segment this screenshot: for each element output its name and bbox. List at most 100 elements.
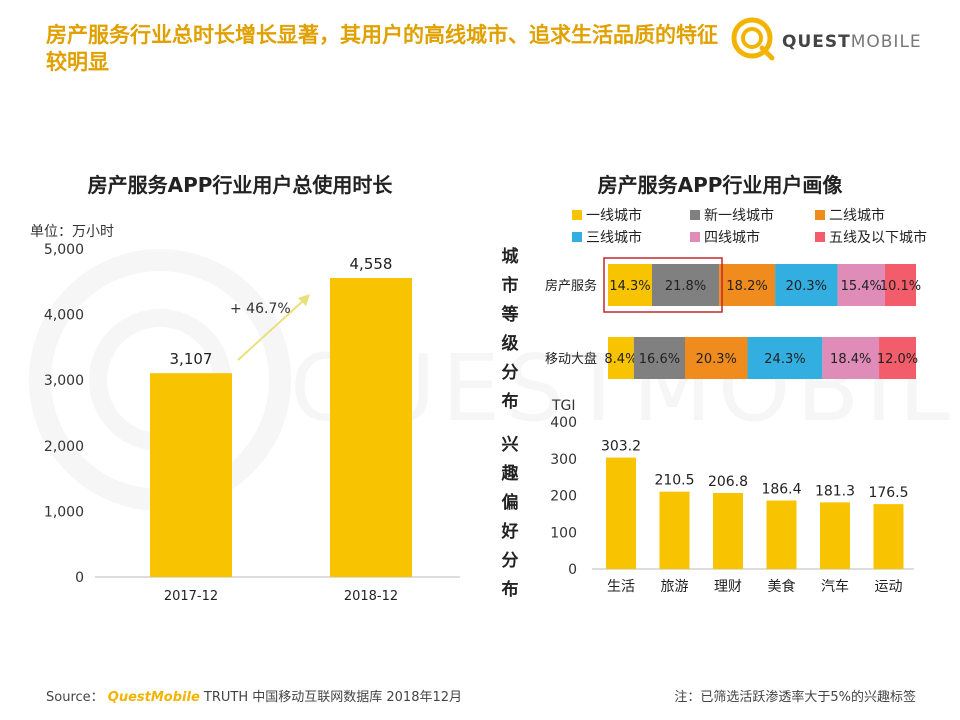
left-bar-value-label: 4,558 [350, 255, 393, 273]
stack-segment [837, 264, 885, 306]
left-ytick-label: 2,000 [44, 439, 84, 455]
tgi-x-tick-label: 旅游 [661, 579, 689, 595]
source-prefix: Source： [46, 690, 104, 705]
stack-segment [685, 337, 748, 379]
legend-swatch [572, 210, 582, 220]
watermark: QUESTMOBILE [29, 249, 960, 511]
source-rest: TRUTH 中国移动互联网数据库 2018年12月 [199, 690, 463, 705]
left-bar-chart: 房产服务APP行业用户总使用时长 单位：万小时 0 1,000 2,000 3,000… [30, 173, 460, 604]
page-headline: 房产服务行业总时长增长显著，其用户的高线城市、追求生活品质的特征较明显 [46, 23, 718, 74]
stack-segment-label: 14.3% [609, 279, 650, 294]
tgi-x-tick-label: 运动 [875, 579, 903, 595]
growth-arrow [237, 294, 310, 361]
right-chart-title: 房产服务APP行业用户画像 [598, 173, 844, 197]
tgi-ytick-label: 200 [550, 489, 577, 505]
legend-label: 一线城市 [586, 207, 642, 224]
stack-segment [608, 264, 652, 306]
stack-segment [822, 337, 880, 379]
tgi-bar [820, 502, 850, 569]
stack-segment [747, 337, 823, 379]
tgi-bar [766, 500, 797, 569]
middle-labels: 城市等级分布 兴趣偏好分布 [501, 247, 520, 600]
stack-segment [775, 264, 838, 306]
legend-label: 新一线城市 [704, 207, 774, 224]
stack-segment [633, 337, 685, 379]
logo-wordmark: QUESTMOBILE [782, 32, 922, 52]
growth-label: + 46.7% [230, 301, 291, 317]
tgi-bar [606, 457, 636, 569]
tgi-x-tick-label: 生活 [607, 579, 635, 595]
stack-segment-label: 21.8% [665, 279, 706, 294]
stack-segment-label: 15.4% [841, 279, 882, 294]
left-ytick-label: 3,000 [44, 373, 84, 389]
interest-label: 兴趣偏好分布 [501, 435, 520, 600]
tgi-bar [873, 504, 904, 569]
legend-label: 五线及以下城市 [829, 229, 927, 246]
logo-word-quest: QUEST [782, 32, 851, 52]
tgi-bar [659, 491, 690, 569]
stack-row-label: 移动大盘 [545, 351, 597, 367]
watermark-text: QUESTMOBILE [290, 335, 960, 442]
tgi-ytick-label: 300 [550, 452, 577, 468]
legend-swatch [815, 210, 825, 220]
stack-segment-label: 8.4% [604, 352, 637, 367]
left-bar [150, 373, 232, 577]
city-tier-label: 城市等级分布 [502, 247, 519, 412]
left-ytick-label: 1,000 [44, 504, 84, 520]
tgi-ytick-label: 400 [550, 415, 577, 431]
left-ytick-label: 4,000 [44, 308, 84, 324]
left-chart-units: 单位：万小时 [30, 224, 114, 240]
tgi-bar [713, 493, 743, 569]
logo-mark-icon [731, 17, 775, 61]
tgi-axis-label: TGI [551, 398, 576, 414]
tgi-ytick-label: 100 [550, 525, 577, 541]
tgi-bar-value-label: 186.4 [761, 481, 801, 497]
legend-label: 三线城市 [586, 229, 642, 246]
left-bar [330, 277, 412, 577]
stack-segment [879, 337, 916, 379]
legend-label: 二线城市 [829, 207, 885, 224]
left-x-tick-label: 2017-12 [164, 589, 218, 604]
tgi-x-tick-label: 理财 [714, 579, 742, 595]
footer-note: 注：已筛选活跃渗透率大于5%的兴趣标签 [674, 690, 916, 705]
stack-segment-label: 12.0% [877, 352, 918, 367]
questmobile-logo: QUESTMOBILE [728, 14, 928, 66]
stack-segment-label: 20.3% [786, 279, 827, 294]
stack-segment-label: 20.3% [696, 352, 737, 367]
left-bar-value-label: 3,107 [170, 350, 213, 368]
stack-segment-label: 10.1% [880, 279, 921, 294]
stack-row-label: 房产服务 [545, 278, 597, 294]
legend-swatch [690, 210, 700, 220]
tgi-bar-value-label: 176.5 [868, 485, 908, 501]
tgi-bar-chart: TGI 0 100 200 300 400 303.2 210.5 206.8 186.4 18… [550, 398, 914, 595]
stack-segment-label: 18.2% [726, 279, 767, 294]
stack-segment [884, 264, 916, 306]
tgi-x-tick-label: 汽车 [821, 578, 849, 595]
tgi-x-tick-label: 美食 [768, 578, 796, 595]
stack-segment [652, 264, 720, 306]
tgi-bar-value-label: 303.2 [601, 439, 641, 455]
tgi-ytick-label: 0 [568, 562, 577, 578]
stack-segment-label: 16.6% [639, 352, 680, 367]
tgi-bar-value-label: 181.3 [815, 483, 855, 499]
legend-swatch [690, 232, 700, 242]
left-chart-title: 房产服务APP行业用户总使用时长 [88, 173, 394, 197]
left-ytick-label: 0 [75, 570, 84, 586]
footer-source: Source： QuestMobile TRUTH 中国移动互联网数据库 201… [46, 686, 462, 705]
left-ytick-label: 5,000 [44, 242, 84, 258]
tgi-bar-value-label: 210.5 [654, 473, 694, 489]
highlight-box [603, 257, 723, 313]
stack-segment-label: 24.3% [764, 352, 805, 367]
stack-segment [608, 337, 634, 379]
stack-segment [719, 264, 776, 306]
legend-swatch [815, 232, 825, 242]
stack-segment-label: 18.4% [830, 352, 871, 367]
legend-label: 四线城市 [704, 229, 760, 246]
source-brand: QuestMobile [107, 690, 200, 705]
tgi-bar-value-label: 206.8 [708, 474, 748, 490]
left-x-tick-label: 2018-12 [344, 589, 398, 604]
logo-word-mobile: MOBILE [850, 32, 922, 52]
legend-swatch [572, 232, 582, 242]
